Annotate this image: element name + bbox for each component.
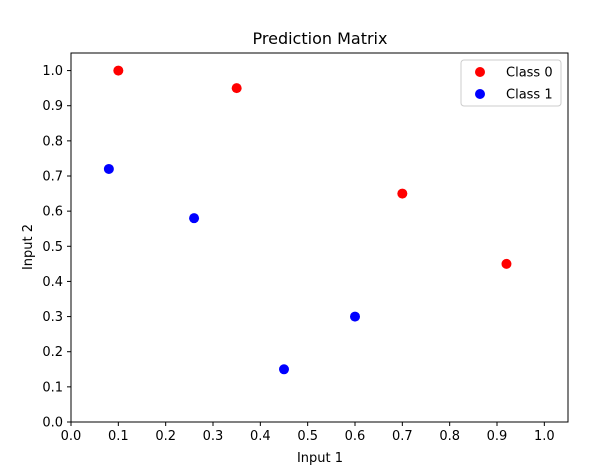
x-axis-label: Input 1 xyxy=(297,451,343,466)
class-0-point xyxy=(501,258,512,269)
y-tick-label: 0.2 xyxy=(42,345,63,360)
x-tick-label: 0.6 xyxy=(345,429,366,444)
axes-frame xyxy=(70,52,569,423)
y-tick-label: 0.7 xyxy=(42,170,63,185)
legend-marker-class-1 xyxy=(475,89,485,99)
y-tick-label: 0.0 xyxy=(42,416,63,431)
legend-label-class-0: Class 0 xyxy=(506,66,553,81)
x-tick-label: 0.9 xyxy=(487,429,508,444)
class-0-point xyxy=(397,188,408,199)
legend-box xyxy=(460,59,562,107)
x-tick-label: 0.4 xyxy=(250,429,271,444)
plot-area: 0.0 0.1 0.2 0.3 0.4 0.5 0.6 0.7 0.8 0.9 1.0 0.0 0.1 0… xyxy=(42,52,569,444)
x-tick-label: 0.7 xyxy=(392,429,413,444)
legend: Class 0 Class 1 xyxy=(460,59,562,107)
x-tick-label: 0.5 xyxy=(297,429,318,444)
chart-title: Prediction Matrix xyxy=(253,29,388,48)
class-0-point xyxy=(231,83,242,94)
y-tick-label: 0.4 xyxy=(42,275,63,290)
legend-label-class-1: Class 1 xyxy=(506,88,553,103)
x-tick-label: 0.0 xyxy=(61,429,82,444)
y-axis-label: Input 2 xyxy=(21,224,36,270)
class-1-point xyxy=(103,163,114,174)
class-1-point xyxy=(279,364,289,375)
class-1-point xyxy=(350,311,360,322)
y-tick-label: 0.1 xyxy=(42,380,63,395)
x-tick-label: 0.3 xyxy=(203,429,224,444)
y-tick-label: 0.3 xyxy=(42,310,63,325)
legend-marker-class-0 xyxy=(475,67,485,77)
x-tick-label: 1.0 xyxy=(534,429,555,444)
y-tick-label: 1.0 xyxy=(42,64,63,79)
x-tick-label: 0.1 xyxy=(108,429,129,444)
class-0-point xyxy=(113,65,124,76)
y-tick-label: 0.8 xyxy=(42,134,63,149)
class-1-point xyxy=(189,213,200,224)
y-tick-label: 0.6 xyxy=(42,205,63,220)
y-tick-label: 0.5 xyxy=(42,240,63,255)
y-tick-label: 0.9 xyxy=(42,99,63,114)
x-tick-label: 0.8 xyxy=(439,429,460,444)
x-tick-label: 0.2 xyxy=(155,429,176,444)
